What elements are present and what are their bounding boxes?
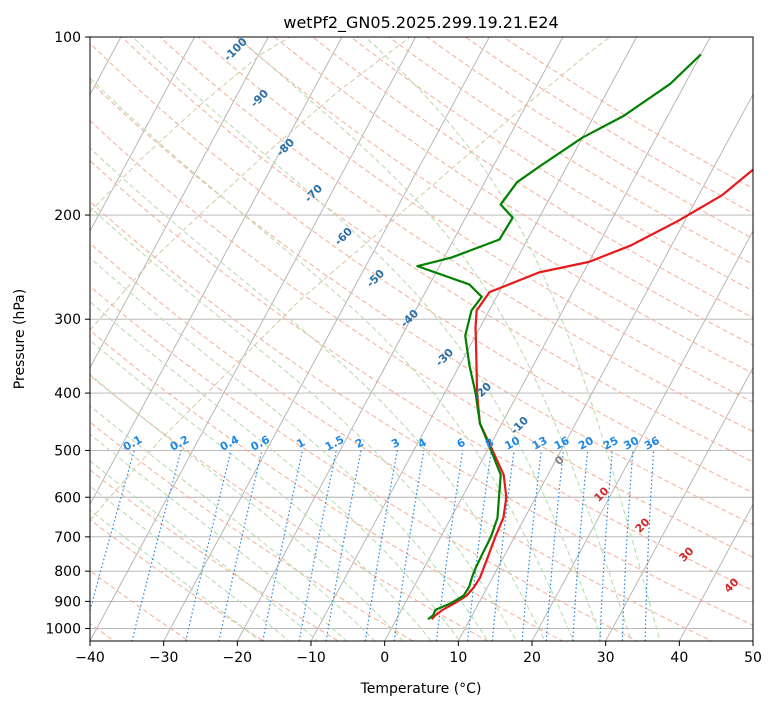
dry-adiabat-line	[90, 159, 753, 592]
mixing-ratio-line	[435, 450, 464, 641]
moist-adiabat-line	[90, 373, 404, 641]
dry-adiabat-line	[273, 37, 753, 346]
moist-adiabat-line	[90, 300, 461, 641]
x-tick-label: 40	[670, 650, 688, 666]
dry-adiabat-line	[90, 80, 753, 526]
isotherm-line	[90, 37, 417, 641]
mixing-ratio-line	[131, 450, 182, 641]
x-tick-label: 50	[744, 650, 762, 666]
mixing-ratio-label: 36	[642, 434, 662, 453]
isotherm-line	[163, 37, 490, 641]
x-tick-label: −10	[296, 650, 326, 666]
x-axis-label: Temperature (°C)	[360, 681, 482, 697]
y-tick-label: 300	[54, 312, 81, 328]
mixing-ratio-line	[393, 450, 425, 641]
y-tick-label: 200	[54, 208, 81, 224]
x-tick-label: 20	[523, 650, 541, 666]
mixing-ratio-line	[466, 450, 492, 641]
x-tick-label: −40	[75, 650, 105, 666]
moist-adiabat-line	[90, 405, 376, 641]
moist-adiabat-line	[90, 257, 489, 641]
reference-curve	[90, 37, 411, 331]
moist-adiabat-line	[364, 37, 661, 641]
y-tick-label: 1000	[45, 621, 81, 637]
dry-adiabat-line	[90, 242, 713, 641]
y-tick-label: 600	[54, 490, 81, 506]
mixing-ratio-line	[572, 450, 589, 641]
isotherm-line	[310, 37, 638, 641]
plot-area: 0.1 0.2 0.4 0.6 1 1.5 2 3 4 6 8 10 13 16 20 25 30 36-100-…	[90, 37, 753, 641]
dry-adiabat-line	[311, 37, 753, 319]
series-lines	[416, 53, 753, 621]
moist-adiabat-line	[90, 77, 575, 641]
reference-curve	[90, 37, 291, 213]
mixing-ratio-line	[298, 450, 337, 641]
dry-adiabat-line	[235, 37, 753, 375]
y-tick-label: 900	[54, 594, 81, 610]
isotherm-line	[531, 230, 753, 641]
dry-adiabat-line	[90, 421, 415, 641]
chart-title: wetPf2_GN05.2025.299.19.21.E24	[283, 13, 558, 33]
isotherm-line	[90, 37, 196, 232]
dry-adiabat-line	[159, 37, 753, 433]
mixing-ratio-line	[185, 450, 232, 641]
mixing-ratio-label: 16	[552, 434, 572, 453]
x-tick-label: 10	[449, 650, 467, 666]
moist-adiabat-line	[90, 460, 319, 641]
moist-adiabat-line	[90, 147, 546, 641]
isotherm-line	[605, 366, 753, 641]
dry-adiabat-line	[349, 37, 753, 292]
mixing-ratio-line	[599, 450, 613, 641]
x-tick-label: −30	[149, 650, 179, 666]
moist-adiabat-line	[90, 339, 433, 641]
mixing-ratio-line	[521, 450, 542, 641]
isotherm-line	[384, 37, 711, 641]
isotherm-line	[236, 37, 564, 641]
mixing-ratio-label: 13	[530, 434, 550, 453]
x-tick-label: 0	[380, 650, 389, 666]
y-tick-label: 500	[54, 443, 81, 459]
dry-adiabat-line	[90, 569, 190, 641]
isotherm-line	[457, 93, 753, 641]
moist-adiabat-line	[90, 485, 290, 641]
moist-adiabat-line	[132, 37, 603, 641]
mixing-ratio-line	[621, 450, 634, 641]
dry-adiabat-line	[90, 329, 564, 641]
mixing-ratio-line	[545, 450, 565, 641]
mixing-ratio-line	[364, 450, 398, 641]
dewpoint-profile-line	[416, 53, 702, 621]
dry-adiabat-line	[90, 469, 340, 641]
mixing-ratio-label: 30	[621, 434, 641, 453]
isotherm-line	[678, 503, 753, 641]
isotherm-line	[90, 37, 269, 369]
moist-adiabat-line	[90, 509, 262, 641]
mixing-ratio-line	[90, 450, 135, 613]
y-tick-label: 800	[54, 564, 81, 580]
mixing-ratio-line	[218, 450, 263, 641]
mixing-ratio-line	[325, 450, 362, 641]
mixing-ratio-label: 10	[503, 434, 523, 453]
reference-curve	[90, 37, 611, 521]
y-tick-label: 700	[54, 530, 81, 546]
mixing-ratio-line	[262, 450, 304, 641]
plot-frame	[89, 36, 754, 642]
dry-adiabat-line	[197, 37, 753, 403]
mixing-ratio-label: 20	[576, 434, 596, 453]
y-tick-label: 400	[54, 386, 81, 402]
x-tick-label: −20	[223, 650, 253, 666]
mixing-ratio-label: 25	[601, 434, 621, 453]
isotherm-line	[90, 37, 343, 506]
mixing-ratio-line	[491, 450, 515, 641]
mixing-ratio-line	[644, 450, 655, 641]
y-axis: 100 200 300 400 500 600 700 800 900 1000	[45, 30, 90, 637]
dry-adiabat-line	[90, 119, 753, 558]
x-tick-label: 30	[597, 650, 615, 666]
dry-adiabat-line	[90, 285, 639, 641]
y-tick-label: 100	[54, 30, 81, 46]
moist-adiabat-line	[90, 206, 518, 641]
x-axis: −40 −30 −20 −10 0 10 20 30 40 50	[75, 641, 762, 666]
temperature-profile-line	[430, 168, 753, 621]
y-axis-label: Pressure (hPa)	[12, 289, 28, 389]
